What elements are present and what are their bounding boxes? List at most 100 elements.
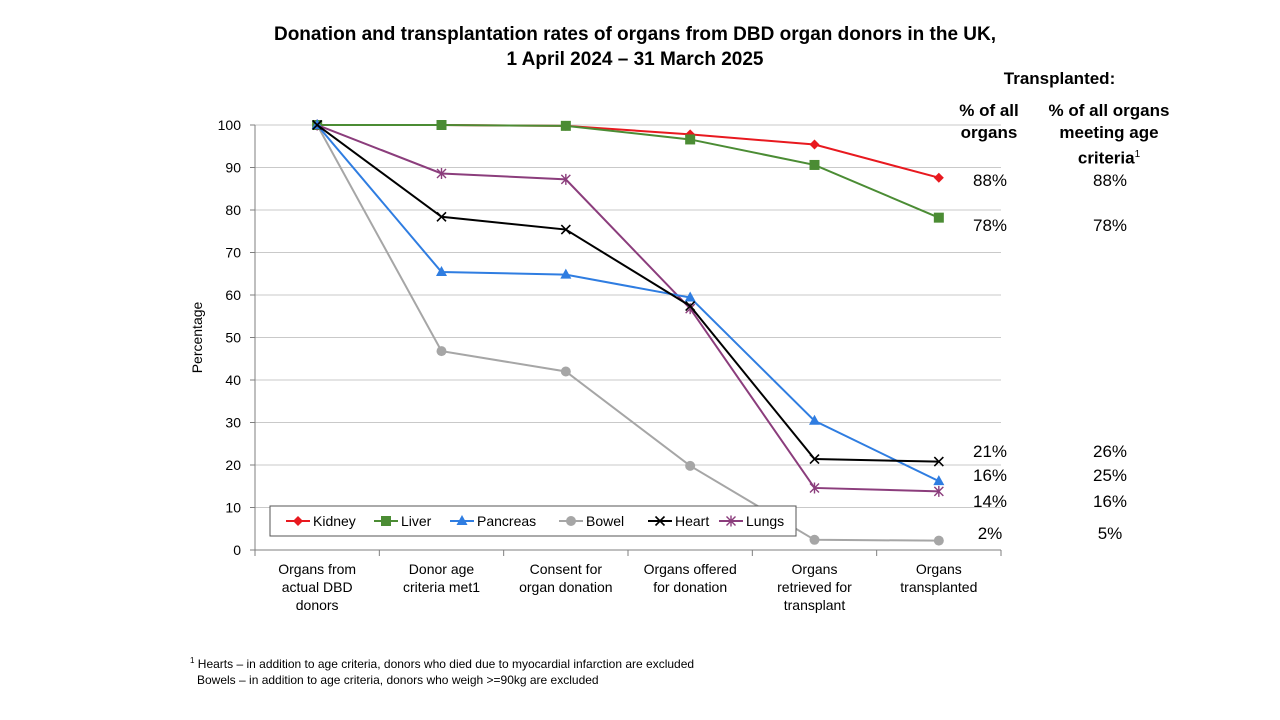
legend-item-bowel: Bowel [559, 513, 624, 529]
footnote-text-1: Hearts – in addition to age criteria, do… [197, 657, 695, 671]
point-pancreas-2 [436, 266, 447, 277]
pancreas-pct-all: 16% [972, 466, 1008, 485]
point-pancreas-6 [933, 475, 945, 486]
chart-title-line-1: Donation and transplantation rates of or… [273, 24, 997, 45]
legend-marker-liver [381, 516, 391, 526]
point-lungs-6 [933, 485, 944, 497]
legend: Kidney Liver Pancreas Bowel Heart Lungs [269, 505, 797, 537]
y-tick-label-60: 60 [225, 287, 241, 303]
x-tick-label-6: Organs transplanted [900, 561, 977, 595]
legend-item-lungs: Lungs [719, 513, 784, 529]
lungs-pct-age: 16% [1092, 492, 1128, 511]
x-tick-label-5: Organs retrieved for transplant [777, 561, 852, 613]
legend-item-liver: Liver [374, 513, 432, 529]
point-bowel-3 [560, 366, 571, 377]
y-tick-label-80: 80 [225, 202, 241, 218]
point-liver-6 [933, 212, 944, 223]
point-lungs-3 [560, 173, 571, 185]
point-heart-3 [560, 224, 571, 235]
bowel-pct-age: 5% [1097, 524, 1123, 543]
point-bowel-5 [809, 534, 820, 545]
series-bowel [312, 120, 944, 546]
point-kidney-5 [809, 139, 820, 150]
point-lungs-5 [809, 482, 820, 494]
legend-label-heart: Heart [675, 513, 709, 529]
series-liver [312, 120, 944, 223]
x-tick-label-3: Consent for organ donation [519, 561, 612, 595]
legend-label-lungs: Lungs [746, 513, 784, 529]
y-tick-label-10: 10 [225, 500, 241, 516]
legend-marker-lungs [726, 515, 736, 527]
point-liver-4 [685, 134, 696, 145]
point-heart-2 [436, 211, 447, 222]
bowel-pct-all: 2% [977, 524, 1003, 543]
y-tick-label-90: 90 [225, 160, 241, 176]
series-line-liver [317, 124, 940, 219]
liver-pct-all: 78% [972, 216, 1008, 235]
series-kidney [312, 120, 944, 183]
footnote-mark: 1 [190, 656, 195, 665]
col2-header: % of all organs meeting age criteria1 [1040, 100, 1178, 170]
y-tick-label-40: 40 [225, 372, 241, 388]
footnote-line-1: 1 Hearts – in addition to age criteria, … [190, 653, 694, 672]
chart-title-line-2: 1 April 2024 – 31 March 2025 [506, 49, 764, 70]
transplanted-heading: Transplanted: [1003, 69, 1116, 88]
legend-label-bowel: Bowel [586, 513, 624, 529]
footnote-line-2: Bowels – in addition to age criteria, do… [190, 672, 694, 688]
point-heart-1 [312, 119, 323, 131]
point-liver-5 [809, 159, 820, 170]
col2-header-text: % of all organs meeting age criteria [1048, 101, 1170, 168]
point-lungs-2 [436, 167, 447, 179]
y-tick-label-0: 0 [233, 542, 241, 558]
legend-box [269, 505, 797, 537]
y-axis-label: Percentage [189, 301, 205, 373]
point-pancreas-5 [809, 414, 820, 425]
legend-item-heart: Heart [648, 513, 709, 529]
legend-marker-heart [654, 515, 666, 527]
series-line-pancreas [316, 124, 940, 483]
legend-marker-kidney [293, 516, 303, 526]
point-bowel-2 [436, 346, 447, 357]
point-pancreas-4 [684, 291, 696, 302]
lungs-pct-all: 14% [972, 492, 1008, 511]
x-tick-label-2: Donor age criteria met1 [403, 561, 480, 595]
point-pancreas-3 [560, 268, 572, 279]
y-tick-label-100: 100 [218, 117, 242, 133]
point-heart-6 [933, 456, 944, 467]
kidney-pct-age: 88% [1092, 171, 1128, 190]
x-tick-label-1: Organs from actual DBD donors [278, 561, 356, 613]
legend-label-kidney: Kidney [313, 513, 356, 529]
point-bowel-6 [933, 535, 944, 546]
series-line-heart [316, 124, 939, 463]
pancreas-pct-age: 25% [1092, 466, 1128, 485]
heart-pct-age: 26% [1092, 442, 1128, 461]
series-pancreas [311, 119, 945, 486]
point-kidney-6 [933, 172, 944, 183]
legend-item-pancreas: Pancreas [450, 513, 536, 529]
kidney-pct-all: 88% [972, 171, 1008, 190]
col1-header: % of all organs [959, 101, 1019, 142]
point-liver-2 [436, 120, 447, 130]
chart-title: Donation and transplantation rates of or… [0, 22, 1270, 72]
legend-label-pancreas: Pancreas [477, 513, 536, 529]
x-tick-label-4: Organs offered for donation [644, 561, 737, 595]
series-lungs [312, 119, 944, 497]
y-tick-label-70: 70 [225, 245, 241, 261]
col2-footnote-mark: 1 [1134, 149, 1141, 160]
legend-item-kidney: Kidney [286, 513, 356, 529]
legend-label-liver: Liver [401, 513, 432, 529]
point-heart-4 [685, 300, 696, 312]
point-bowel-4 [685, 460, 696, 471]
heart-pct-all: 21% [972, 442, 1008, 461]
series-heart [312, 119, 944, 467]
legend-marker-bowel [566, 516, 576, 526]
y-tick-label-50: 50 [225, 330, 241, 346]
y-tick-label-20: 20 [225, 457, 241, 473]
footnote-text-2: Bowels – in addition to age criteria, do… [197, 673, 599, 687]
point-heart-5 [809, 453, 820, 465]
series-line-lungs [316, 124, 939, 493]
series-line-bowel [316, 124, 939, 542]
footnote: 1 Hearts – in addition to age criteria, … [190, 653, 694, 688]
point-liver-3 [560, 120, 571, 131]
